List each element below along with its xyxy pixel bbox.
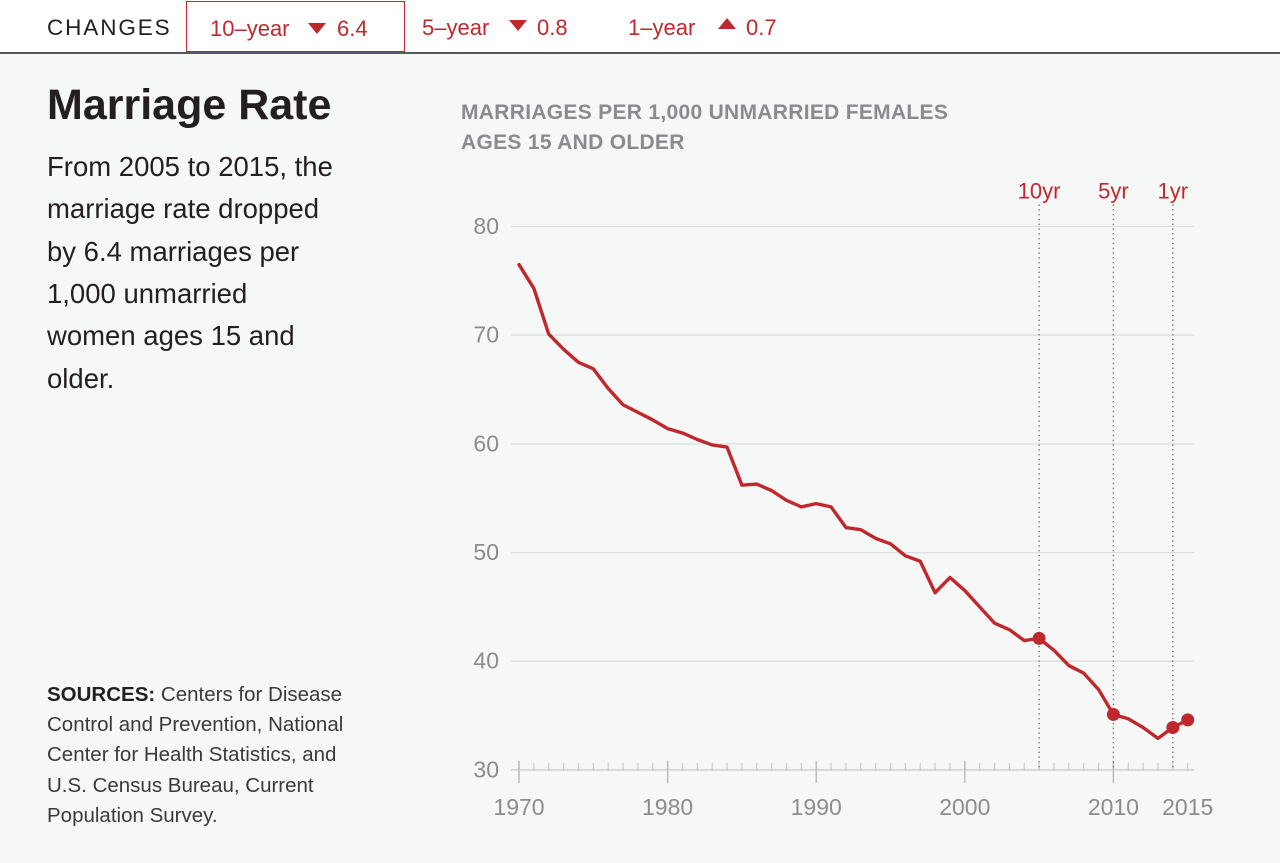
svg-text:50: 50 bbox=[473, 539, 499, 565]
svg-text:1980: 1980 bbox=[642, 794, 693, 820]
svg-text:30: 30 bbox=[473, 756, 499, 782]
svg-text:2000: 2000 bbox=[939, 794, 990, 820]
svg-text:10yr: 10yr bbox=[1018, 179, 1061, 204]
svg-text:80: 80 bbox=[473, 213, 499, 239]
svg-text:70: 70 bbox=[473, 322, 499, 348]
svg-text:1yr: 1yr bbox=[1158, 179, 1189, 204]
svg-text:2015: 2015 bbox=[1162, 794, 1213, 820]
svg-text:1990: 1990 bbox=[791, 794, 842, 820]
svg-text:2010: 2010 bbox=[1088, 794, 1139, 820]
svg-text:5yr: 5yr bbox=[1098, 179, 1129, 204]
svg-text:40: 40 bbox=[473, 648, 499, 674]
svg-text:1970: 1970 bbox=[493, 794, 544, 820]
svg-text:60: 60 bbox=[473, 430, 499, 456]
